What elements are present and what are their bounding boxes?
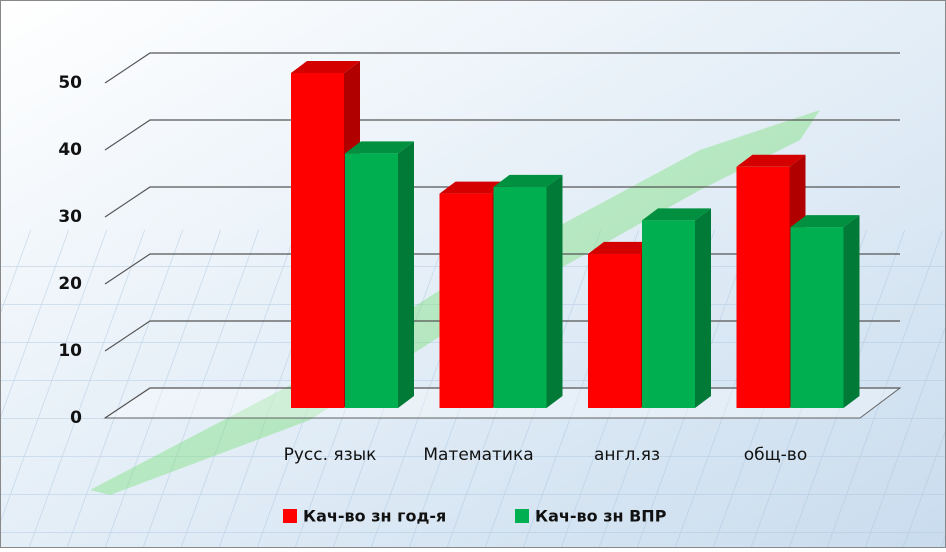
bar-front <box>790 227 844 408</box>
y-tick-label: 10 <box>58 341 82 361</box>
bar <box>345 141 414 408</box>
bar-front <box>588 253 641 408</box>
y-tick-label: 50 <box>58 73 82 93</box>
legend-label: Кач-во зн год-я <box>303 507 446 526</box>
bar-top <box>588 241 657 254</box>
y-tick-label: 0 <box>70 408 82 428</box>
bar <box>493 174 563 408</box>
x-tick-label: Русс. язык <box>284 445 377 465</box>
bar-side <box>695 208 711 408</box>
bar-side <box>398 141 414 408</box>
bar-top <box>345 141 414 154</box>
grid-line <box>104 119 900 151</box>
bar <box>642 208 711 408</box>
bar-front <box>493 186 547 408</box>
bar-front <box>736 166 790 408</box>
y-tick-label: 40 <box>58 140 82 160</box>
bar-side <box>546 174 563 408</box>
bar-front <box>642 220 695 408</box>
legend-swatch <box>283 509 297 523</box>
bar-top <box>291 61 360 73</box>
y-tick-label: 20 <box>58 274 82 294</box>
bar-front <box>439 193 493 408</box>
bar-side <box>843 215 860 408</box>
grid-line <box>104 186 900 218</box>
legend-swatch <box>515 509 529 523</box>
bar-front <box>291 73 344 408</box>
bar-top <box>642 208 711 221</box>
bar-front <box>345 153 398 408</box>
bar-top <box>736 154 806 167</box>
legend-label: Кач-во зн ВПР <box>535 507 667 526</box>
bar <box>790 215 860 408</box>
y-tick-label: 30 <box>58 207 82 227</box>
bar-top <box>439 181 509 194</box>
x-tick-label: Математика <box>423 445 533 465</box>
bar-top <box>493 174 563 187</box>
bar-top <box>790 215 860 228</box>
grid-line <box>104 52 900 84</box>
x-tick-label: общ-во <box>744 445 807 465</box>
x-tick-label: англ.яз <box>594 445 660 465</box>
